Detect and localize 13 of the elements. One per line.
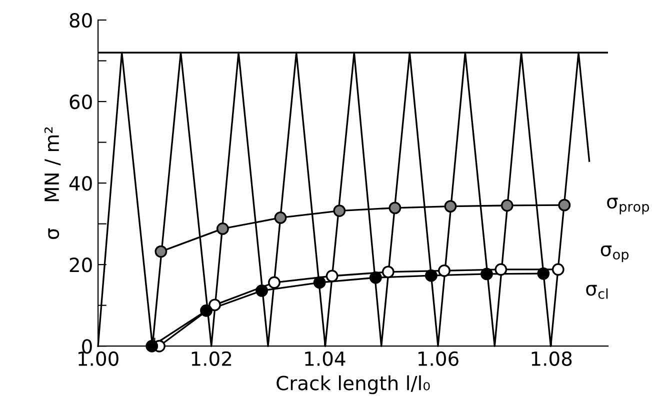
x-tick-label: 1.06 [418,351,458,366]
y-axis-title: σ MN / m² [44,127,61,239]
series-label: σ$_{op}$ [600,246,629,262]
y-tick-label: 40 [69,176,92,191]
y-tick-label: 20 [70,258,92,272]
y-tick-label: 60 [70,94,92,110]
x-tick-label: 1.02 [192,351,232,366]
x-tick-label: 1.04 [305,351,346,366]
y-tick-label: 80 [70,12,92,28]
series-label: σ$_{prop}$ [607,198,649,214]
x-tick-label: 1.08 [532,351,572,366]
x-axis-title: Crack length l/l₀ [276,375,430,394]
series-label: σ$_{cl}$ [586,284,608,299]
